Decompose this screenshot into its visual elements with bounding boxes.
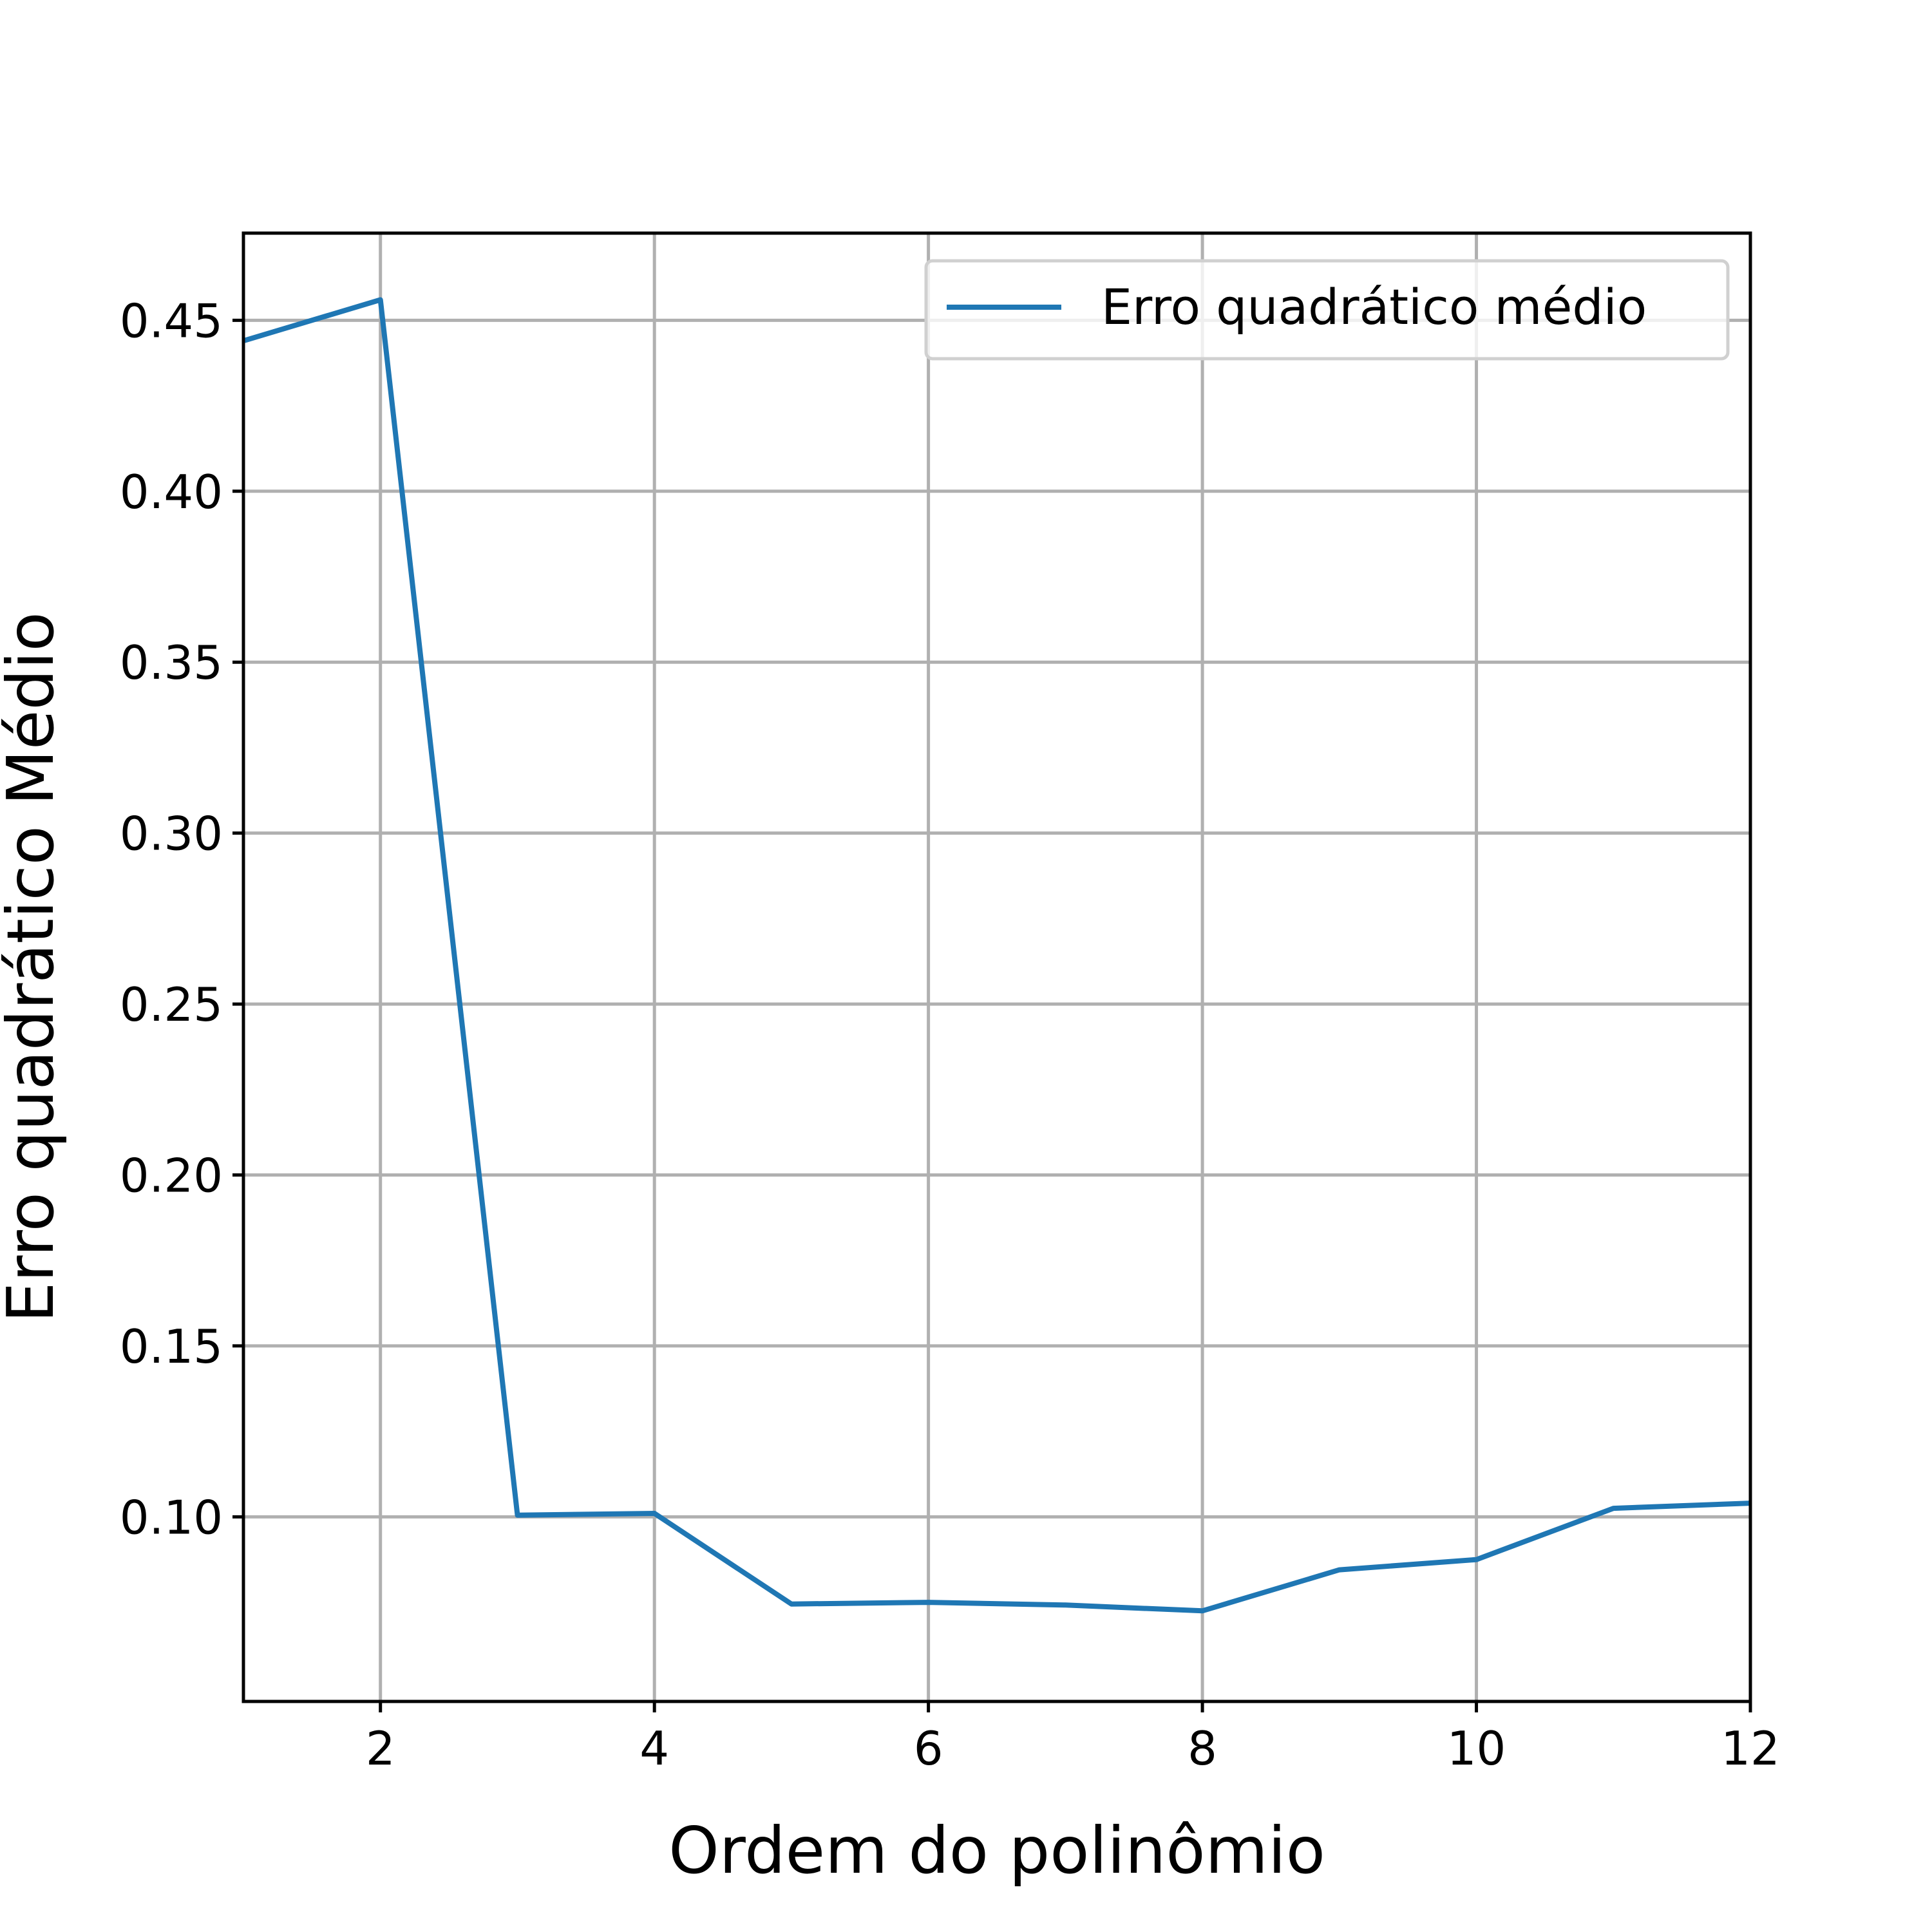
x-tick-label: 12 [1721,1721,1780,1776]
y-tick-label: 0.45 [120,294,223,348]
x-tick-label: 6 [914,1721,943,1776]
y-tick-label: 0.10 [120,1490,223,1544]
series-line [243,297,1750,1614]
x-axis-label: Ordem do polinômio [668,1813,1325,1888]
y-tick-label: 0.40 [120,465,223,519]
y-tick-label: 0.15 [120,1320,223,1374]
x-tick-label: 2 [366,1721,395,1776]
y-tick-label: 0.20 [120,1148,223,1202]
x-tick-label: 10 [1447,1721,1506,1776]
legend: Erro quadrático médio [924,259,1730,361]
y-tick-label: 0.25 [120,978,223,1032]
y-axis-label: Erro quadrático Médio [0,612,68,1323]
y-tick-label: 0.35 [120,636,223,690]
x-tick-label: 8 [1188,1721,1217,1776]
x-axis: 2 4 6 8 10 12 [366,1701,1780,1776]
legend-box [924,259,1730,361]
legend-label: Erro quadrático médio [1101,278,1647,336]
series-layer [243,297,1750,1614]
y-tick-label: 0.30 [120,807,223,861]
x-tick-label: 4 [639,1721,669,1776]
plot-frame [242,231,1752,1703]
y-axis: 0.10 0.15 0.20 0.25 0.30 0.35 0.40 0.45 [120,294,243,1544]
